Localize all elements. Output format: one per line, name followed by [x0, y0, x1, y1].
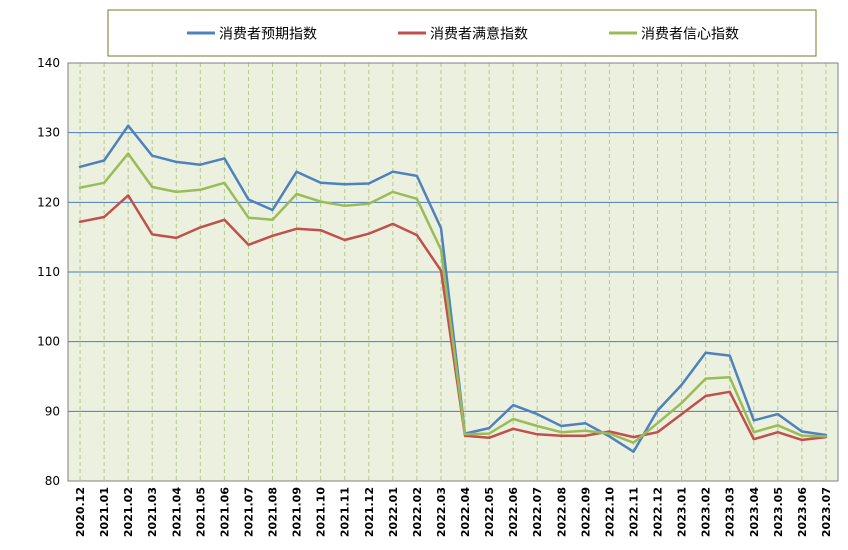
x-tick-label: 2021.03 — [146, 487, 159, 537]
x-tick-label: 2023.02 — [700, 487, 713, 537]
x-tick-label: 2023.05 — [772, 487, 785, 537]
x-tick-label: 2021.12 — [363, 487, 376, 537]
x-tick-label: 2023.03 — [724, 487, 737, 537]
x-tick-label: 2023.01 — [676, 487, 689, 537]
legend-label-3: 消费者信心指数 — [641, 27, 739, 43]
series-group — [78, 124, 828, 453]
x-tick-label: 2023.06 — [796, 487, 809, 537]
y-tick-label: 120 — [37, 195, 60, 209]
x-tick-label: 2022.06 — [507, 487, 520, 537]
legend-box — [107, 9, 817, 57]
x-tick-label: 2022.04 — [459, 487, 472, 537]
legend-label-1: 消费者预期指数 — [219, 27, 317, 43]
x-tick-label: 2021.06 — [218, 487, 231, 537]
x-tick-label: 2021.10 — [315, 487, 328, 537]
x-tick-label: 2022.05 — [483, 487, 496, 537]
series-line-1 — [78, 124, 828, 453]
y-tick-label: 140 — [37, 56, 60, 70]
x-tick-label: 2021.11 — [339, 487, 352, 537]
x-tick-label: 2022.02 — [411, 487, 424, 537]
legend-label-2: 消费者满意指数 — [430, 26, 528, 43]
x-tick-label: 2021.08 — [267, 487, 280, 537]
x-tick-label: 2022.07 — [531, 487, 544, 537]
x-tick-label: 2021.01 — [98, 487, 111, 537]
x-tick-label: 2022.09 — [579, 487, 592, 537]
y-axis: 80 90 100 110 120 130 140 — [37, 56, 60, 488]
legend: 消费者预期指数 消费者满意指数 消费者信心指数 — [107, 9, 817, 57]
x-tick-label: 2022.12 — [652, 487, 665, 537]
x-tick-label: 2022.08 — [555, 487, 568, 537]
x-tick-label: 2021.04 — [170, 487, 183, 537]
series-line-3 — [78, 152, 828, 444]
series-line-2 — [78, 194, 828, 442]
x-tick-label: 2020.12 — [74, 487, 87, 537]
x-tick-label: 2022.10 — [603, 487, 616, 537]
x-tick-label: 2021.07 — [242, 487, 255, 537]
plot-border — [67, 62, 839, 482]
y-tick-label: 80 — [45, 474, 60, 488]
x-tick-label: 2021.05 — [194, 487, 207, 537]
x-tick-label: 2023.04 — [748, 487, 761, 537]
y-tick-label: 130 — [37, 126, 60, 140]
x-axis: 2020.12 2021.01 2021.02 2021.03 2021.04 2021.… — [74, 487, 833, 537]
x-tick-label: 2022.01 — [387, 487, 400, 537]
y-tick-label: 100 — [37, 335, 60, 349]
x-tick-label: 2021.02 — [122, 487, 135, 537]
x-tick-label: 2023.07 — [820, 487, 833, 537]
x-tick-label: 2022.11 — [627, 487, 640, 537]
y-tick-label: 90 — [45, 404, 60, 418]
x-tick-label: 2021.09 — [291, 487, 304, 537]
x-tick-label: 2022.03 — [435, 487, 448, 537]
y-tick-label: 110 — [37, 265, 60, 279]
